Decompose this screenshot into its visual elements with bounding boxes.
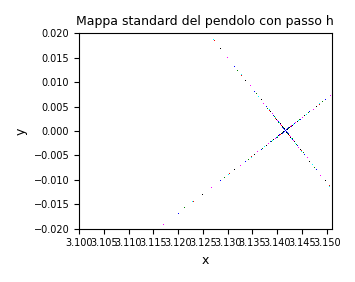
Y-axis label: y: y [15,127,28,135]
Title: Mappa standard del pendolo con passo h: Mappa standard del pendolo con passo h [76,15,334,28]
X-axis label: x: x [202,254,209,267]
